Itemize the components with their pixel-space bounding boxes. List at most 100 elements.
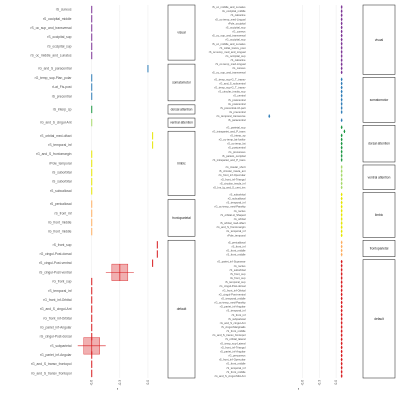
row-label: rS_oc-temp_lat [227,142,245,146]
row-label: rG_front_inf-Orbital [43,316,71,320]
row-label: rG_rectus [234,209,246,213]
row-label: rS_pericallosal [50,202,72,206]
row-label: rS_front_sup [230,272,246,276]
row-point [340,322,343,324]
row-label: rS_oc_sup_and_transversal [212,34,246,38]
row-label: rS_pariet_inf-Angular [220,349,246,353]
row-label: rG_and_S_frontomargin [217,225,246,229]
row-point [340,230,343,233]
row-label: rS_calcarine [231,13,246,17]
row-label: rS_suborbital [230,268,246,272]
row-point [340,277,343,279]
row-point [340,10,343,13]
row-label: rS_oc_middle_and_Lunatus [212,42,246,46]
row-label: rG_occipital_middle [222,9,246,13]
row-label: rS_oc-temp_med-Lingual [215,62,246,66]
row-point [340,38,343,41]
row-point [340,253,343,256]
facet-strip [167,239,196,379]
row-label: rS_cingul-Post-ventral [39,261,72,265]
row-label: rS_circular_insula_ant [219,169,246,173]
row-label: rS_temporal_inf [227,309,246,313]
row-label: rS_circular_insula_inf [220,181,246,185]
facet-strip-label: frontoparietal [370,247,389,251]
row-label: rS_precentral [52,94,72,98]
row-label: rS_orbital-H_Shaped [220,213,246,217]
row-point [340,330,343,332]
facet-strip-label: ventral attention [368,175,391,179]
row-label: rS_temporal_sup [225,280,246,284]
facet-strip-label: dorsal attention [368,142,390,146]
row-point [340,119,343,122]
row-point [340,193,343,196]
facet-strip [167,4,196,61]
row-label: rS_precentral-inf-part [220,106,246,110]
row-label: rS_parieto_occipital [222,154,246,158]
x-tick-label: -0.6 [301,380,305,386]
row-label: rS_cingul-Marginalis [221,325,246,329]
row-label: rG_front_inf-Triangul [221,345,246,349]
row-point [340,354,343,357]
row-label: rS_oc_sup_and_transversal [212,70,246,74]
row-label: rS_temporal_inf [227,201,246,205]
row-label: rS_suborbital [52,180,72,184]
row-label: rS_occipital_sup [47,44,71,48]
row-point [340,6,343,8]
row-point [340,150,343,153]
row-label: rS_orbital_med-olfact [40,134,71,138]
row-point [340,30,343,33]
row-label: rS_postcentral [228,146,246,150]
row-label: rG_oc-temp_lat-fusifor [219,138,246,142]
row-label: rS_suborbital [230,193,246,197]
row-label: rS_oc_sup_and_transversal [30,26,71,30]
row-point [340,170,343,172]
row-point [340,218,343,220]
row-label: rG_occipital_sup [225,54,246,58]
row-point [340,34,343,37]
row-label: rG_Ins_lg_and_S_cent_ins [213,185,246,189]
x-tick-label: -0.6 [90,380,94,386]
row-point [340,134,343,137]
row-label: rS_occipital_sup [47,35,71,39]
row-label: rG_front_sup [52,280,71,284]
row-point [340,305,343,308]
left-forest-panel: rS_cuneus rS_occipital_middle rS_oc_sup_an… [30,4,196,391]
facet-strip [362,259,396,379]
facet-strip [362,125,396,163]
row-label: rG_front_middle [226,249,246,253]
row-label: rS_circular_insula_sup [218,90,246,94]
row-label: rS_oc_middle_and_Lunatus [30,54,71,58]
row-point [340,222,343,224]
row-point [340,249,343,252]
row-label: rG_cuneus [232,66,246,70]
row-point [340,26,343,29]
x-tick-label: 0.0 [146,380,150,385]
row-label: rG_insular_short [226,165,246,169]
row-point [340,182,343,185]
row-label: rS_cingul-Post-ventral [39,270,72,274]
row-label: rS_occipital_middle [43,17,72,21]
row-point [268,115,271,118]
row-point [340,166,343,168]
row-point [340,18,343,21]
row-label: rG_front_inf-Opercular [219,173,246,177]
row-point [340,197,343,200]
row-label: rS_subcallosal [50,189,72,193]
row-point [340,309,343,312]
row-label: rG_front_middle [48,230,72,234]
row-label: rS_temporal_inf [227,366,246,370]
row-point [340,154,343,157]
row-label: rG_cuneus [232,30,246,34]
row-label: rS_interp_sp [230,133,246,137]
row-point [340,78,343,81]
row-point [340,59,343,61]
row-point [340,264,343,267]
row-point [340,86,343,89]
facet-strip [167,130,196,196]
facet-strip [362,164,396,190]
row-point [340,268,343,271]
facet-strip-label: frontoparietal [172,216,191,220]
row-point [340,234,343,237]
row-point [340,201,343,204]
